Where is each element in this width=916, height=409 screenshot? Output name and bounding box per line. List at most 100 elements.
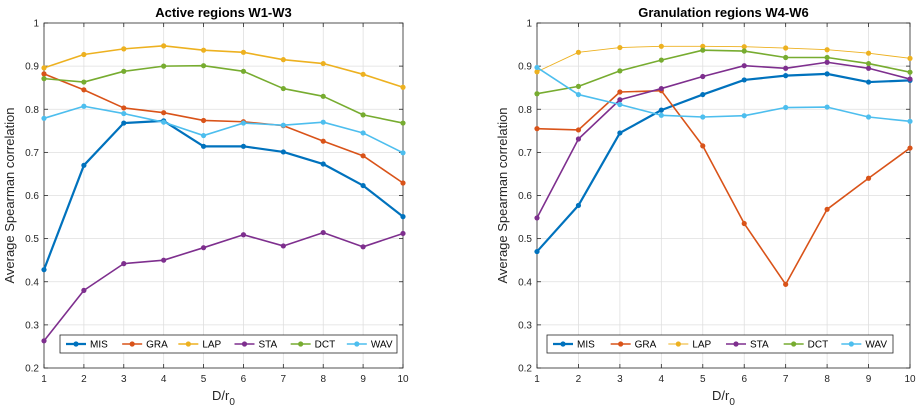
data-point	[400, 230, 406, 237]
data-point	[161, 110, 167, 116]
data-point	[824, 47, 830, 53]
legend-label: GRA	[146, 340, 168, 351]
data-point	[81, 162, 87, 168]
x-tick-label: 4	[161, 374, 167, 385]
legend-label: WAV	[865, 340, 887, 351]
data-point	[658, 85, 664, 92]
data-point	[907, 118, 913, 124]
data-point	[865, 79, 872, 85]
data-point	[741, 77, 747, 83]
data-point	[783, 54, 789, 61]
series-line-mis	[536, 72, 911, 253]
data-point	[41, 267, 47, 273]
data-point	[617, 89, 623, 95]
series-line-lap	[43, 45, 404, 89]
data-point	[865, 114, 872, 120]
data-point	[240, 120, 247, 126]
data-point	[320, 229, 326, 236]
series-mis	[534, 71, 913, 255]
data-point	[824, 71, 830, 77]
data-point	[741, 44, 747, 50]
data-point	[534, 248, 540, 255]
legend-item-wav: WAV	[346, 340, 393, 351]
data-point	[41, 115, 47, 121]
data-point	[240, 49, 247, 55]
data-point	[320, 60, 326, 67]
data-point	[400, 150, 406, 156]
y-axis-label: Average Spearman correlation	[2, 107, 17, 283]
data-point	[200, 143, 207, 149]
y-tick-label: 0.2	[518, 364, 532, 375]
x-tick-label: 2	[81, 374, 87, 385]
data-point	[121, 46, 127, 52]
data-point	[617, 44, 623, 51]
y-tick-label: 0.2	[25, 364, 39, 375]
series-line-lap	[536, 45, 911, 73]
data-point	[280, 57, 286, 63]
data-point	[824, 59, 830, 65]
chart-title: Active regions W1-W3	[155, 5, 292, 20]
data-point	[534, 215, 540, 221]
data-point	[200, 132, 207, 139]
data-point	[658, 43, 664, 49]
data-point	[400, 180, 406, 186]
data-point	[320, 161, 326, 167]
data-point	[575, 136, 582, 142]
data-point	[200, 245, 207, 251]
data-point	[658, 57, 664, 63]
legend-marker	[185, 341, 191, 347]
data-point	[81, 103, 87, 109]
legend-item-wav: WAV	[841, 340, 887, 351]
legend-item-lap: LAP	[668, 340, 712, 351]
data-point	[824, 104, 830, 110]
x-tick-label: 1	[534, 374, 540, 385]
x-tick-label: 1	[41, 374, 47, 385]
data-point	[280, 149, 286, 155]
legend-label: GRA	[635, 340, 657, 351]
data-point	[81, 79, 87, 85]
legend-item-dct: DCT	[783, 340, 828, 351]
series-line-gra	[43, 73, 404, 184]
data-point	[907, 55, 913, 61]
legend-marker	[354, 341, 360, 347]
data-point	[741, 220, 747, 227]
y-tick-label: 0.5	[518, 234, 532, 245]
legend-marker	[848, 341, 854, 347]
x-tick-label: 9	[866, 374, 872, 385]
data-point	[121, 105, 127, 111]
data-point	[865, 175, 872, 181]
legend-marker	[241, 341, 248, 347]
legend-item-lap: LAP	[178, 340, 222, 351]
data-point	[741, 63, 747, 69]
x-axis-label: D/r0	[712, 388, 735, 408]
data-point	[575, 49, 582, 55]
data-point	[81, 87, 87, 93]
legend-box	[546, 334, 894, 354]
legend: MIS GRA LAP STA DCT WAV	[546, 334, 894, 354]
data-point	[121, 261, 127, 267]
y-tick-label: 0.4	[518, 277, 532, 288]
legend: MIS GRA LAP STA DCT WAV	[59, 334, 398, 354]
legend-marker	[733, 341, 739, 347]
legend-marker	[675, 341, 681, 347]
series-line-wav	[536, 66, 911, 123]
x-tick-label: 3	[617, 374, 623, 385]
series-line-wav	[43, 105, 404, 154]
data-point	[121, 68, 127, 74]
data-point	[240, 232, 247, 238]
data-point	[575, 202, 582, 209]
grid	[44, 23, 403, 368]
series-line-dct	[43, 64, 404, 124]
y-tick-label: 0.6	[25, 191, 39, 202]
series-wav	[534, 64, 913, 124]
data-point	[161, 43, 167, 49]
legend-marker	[73, 341, 79, 347]
granulation-regions-chart: 1 2 3 4 5 6 7 8 9 10 0.2 0.3 0.4 0.5 0.6 0.7 0.8 0.9 1 Gran…	[495, 5, 916, 408]
y-tick-label: 1	[33, 19, 39, 30]
data-point	[741, 48, 747, 54]
data-point	[161, 63, 167, 69]
data-point	[360, 71, 366, 77]
legend-item-sta: STA	[234, 340, 278, 351]
data-point	[534, 91, 540, 97]
